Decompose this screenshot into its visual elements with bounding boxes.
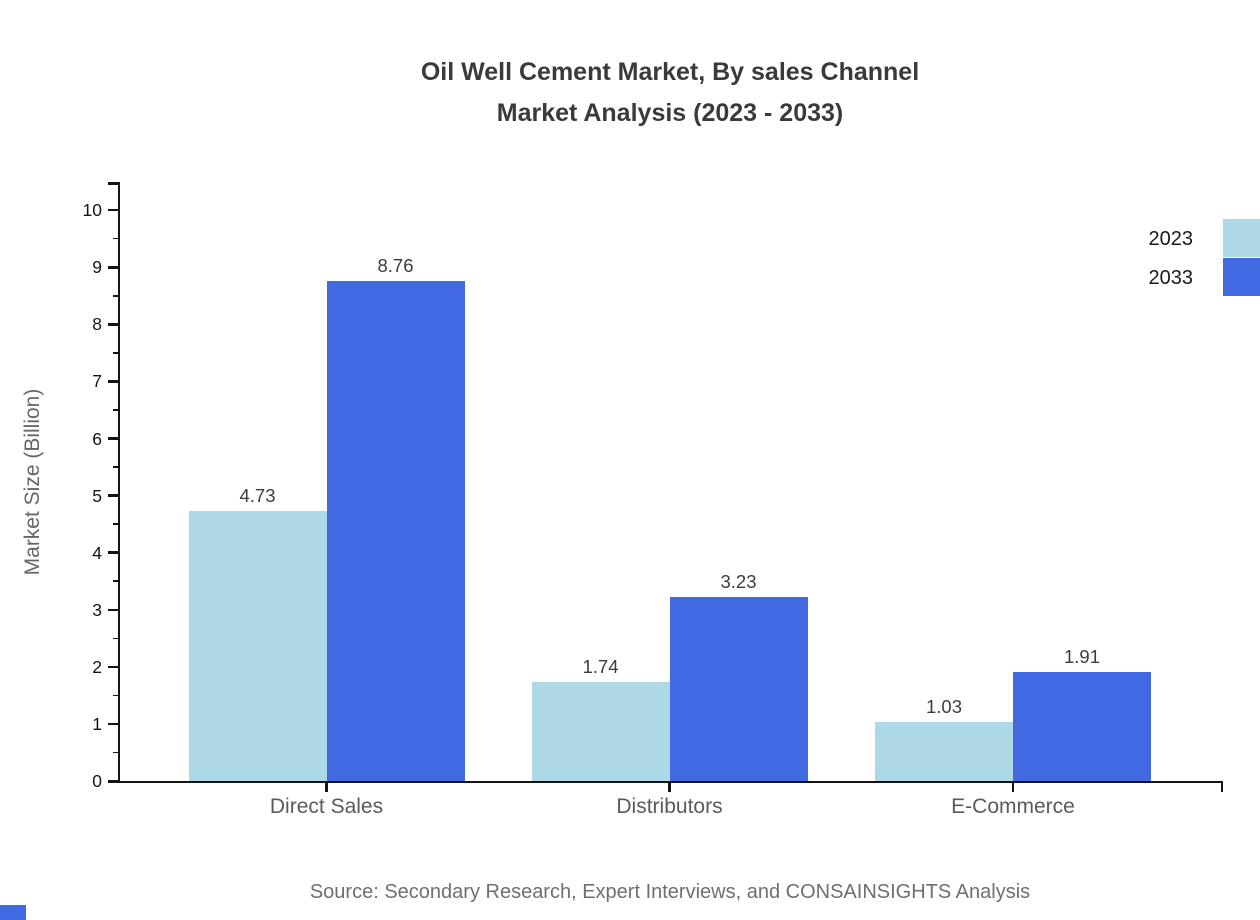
legend-label-2033: 2033 [1148,267,1194,289]
y-major-tick [108,380,119,383]
y-minor-tick [113,352,119,354]
y-axis-spine [117,182,120,783]
y-axis-end-tick [108,182,119,185]
y-tick-label: 2 [92,656,102,677]
bar-value-2023-distributors: 1.74 [582,655,619,677]
y-tick-label: 10 [82,200,102,221]
y-tick-label: 8 [92,314,102,335]
y-minor-tick [113,466,119,468]
y-major-tick [108,608,119,611]
category-label-distributors: Distributors [616,795,723,818]
y-minor-tick [113,637,119,640]
legend-swatch-2033 [1223,258,1260,296]
bar-value-2033-e-commerce: 1.91 [1063,645,1100,667]
y-minor-tick [113,523,119,525]
y-major-tick [108,494,119,497]
bar-value-2033-direct-sales: 8.76 [377,254,414,276]
y-major-tick [108,323,119,326]
y-tick-label: 4 [92,542,102,563]
legend-swatch-2023 [1223,219,1260,257]
x-major-tick [668,781,671,792]
bar-2033-e-commerce [1013,671,1151,781]
y-minor-tick [113,409,119,411]
y-tick-label: 7 [92,371,102,392]
y-minor-tick [113,751,119,754]
source-attribution: Source: Secondary Research, Expert Inter… [309,881,1031,903]
bar-value-2033-distributors: 3.23 [720,570,757,592]
y-tick-label: 0 [92,771,102,791]
y-major-tick [108,208,119,212]
y-major-tick [108,665,119,669]
chart-title-line1: Oil Well Cement Market, By sales Channel [420,58,920,86]
y-major-tick [108,722,119,726]
y-minor-tick [113,295,119,297]
y-tick-label: 3 [92,599,102,620]
legend-label-2023: 2023 [1148,228,1194,250]
category-label-e-commerce: E-Commerce [951,795,1075,818]
bar-value-2023-direct-sales: 4.73 [239,485,276,506]
y-major-tick [108,437,119,440]
category-label-direct-sales: Direct Sales [269,795,384,818]
bar-2033-direct-sales [326,280,465,781]
corner-accent-square [0,905,26,920]
chart-title-line2: Market Analysis (2023 - 2033) [496,99,844,127]
y-tick-label: 9 [92,257,102,278]
bar-2023-distributors [531,681,670,781]
x-major-tick [325,781,328,792]
x-axis-end-tick [1220,781,1223,792]
y-minor-tick [113,694,119,697]
y-major-tick [108,266,119,269]
y-major-tick [108,779,119,783]
bar-2023-e-commerce [875,722,1013,781]
x-major-tick [1011,781,1015,792]
y-minor-tick [113,237,119,240]
x-axis-spine [108,780,1222,783]
y-tick-label: 6 [92,428,102,449]
y-minor-tick [113,580,119,582]
y-major-tick [108,551,119,554]
bar-2033-distributors [669,596,808,781]
chart-title: Oil Well Cement Market, By sales Channel… [118,52,1222,134]
bar-value-2023-e-commerce: 1.03 [925,696,962,718]
y-tick-label: 1 [92,713,102,734]
bar-2023-direct-sales [188,511,327,781]
y-tick-label: 5 [92,485,102,506]
